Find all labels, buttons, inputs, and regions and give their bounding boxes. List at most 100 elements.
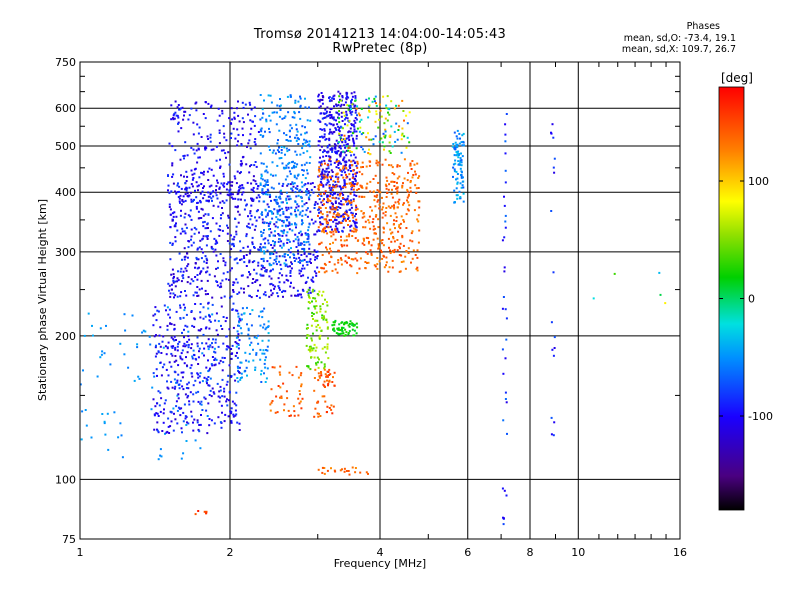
data-point [307, 190, 310, 193]
data-point [391, 249, 394, 252]
data-point [248, 337, 251, 340]
data-point [325, 138, 328, 140]
data-point [179, 194, 182, 197]
data-point [406, 196, 409, 199]
data-point [190, 183, 193, 186]
data-point [307, 226, 310, 229]
data-point [396, 177, 399, 180]
data-point [214, 242, 217, 245]
data-point [230, 375, 233, 378]
data-point [326, 215, 329, 218]
data-point [317, 169, 320, 171]
data-point [237, 210, 240, 213]
data-point [340, 332, 343, 335]
data-point [341, 96, 344, 99]
data-point [236, 206, 239, 209]
data-point [178, 340, 181, 343]
data-point [354, 161, 357, 164]
data-point [504, 181, 507, 184]
data-point [384, 130, 387, 133]
data-point [180, 371, 183, 374]
data-point [300, 196, 303, 199]
data-point [337, 167, 340, 169]
data-point [346, 95, 349, 98]
data-point [317, 468, 320, 471]
data-point [246, 245, 249, 248]
data-point [229, 269, 232, 272]
data-point [307, 240, 310, 243]
data-point [195, 207, 198, 210]
data-point [267, 332, 270, 335]
data-point [418, 229, 421, 232]
data-point [177, 373, 180, 376]
data-point [452, 166, 455, 169]
data-point [175, 405, 178, 408]
data-point [409, 162, 412, 165]
data-point [202, 187, 204, 189]
data-point [350, 183, 353, 186]
x-tick-label: 6 [464, 546, 471, 559]
data-point [344, 334, 347, 337]
data-point [233, 402, 236, 405]
data-point [229, 188, 232, 191]
data-point [303, 267, 306, 270]
data-point [234, 409, 237, 412]
data-point [254, 138, 257, 141]
data-point [211, 342, 213, 345]
data-point [297, 173, 300, 176]
data-point [198, 176, 201, 179]
data-point [200, 183, 203, 185]
data-point [365, 251, 367, 254]
data-point [391, 231, 394, 234]
y-tick-label: 200 [55, 330, 76, 343]
data-point [321, 168, 324, 171]
data-point [398, 125, 401, 128]
data-point [340, 235, 342, 238]
data-point [334, 202, 337, 204]
data-point [232, 413, 235, 416]
data-point [325, 155, 328, 157]
data-point [337, 259, 340, 261]
data-point [195, 391, 198, 394]
data-point [299, 95, 301, 98]
data-point [318, 242, 321, 245]
data-point [202, 333, 205, 336]
data-point [330, 123, 333, 126]
data-point [184, 110, 187, 113]
data-point [340, 243, 343, 246]
data-point [273, 111, 276, 114]
data-point [351, 124, 353, 127]
data-point [232, 290, 235, 293]
data-point [208, 345, 211, 348]
data-point [315, 272, 318, 275]
data-point [250, 108, 253, 111]
data-point [367, 132, 369, 135]
x-tick-label: 8 [527, 546, 534, 559]
data-point [460, 173, 463, 176]
data-point [301, 209, 304, 212]
data-point [260, 234, 263, 237]
data-point [177, 342, 180, 345]
data-point [251, 197, 254, 200]
data-point [269, 119, 272, 122]
data-point [318, 174, 321, 177]
data-point [322, 155, 325, 158]
data-point [182, 420, 185, 423]
data-point [289, 94, 292, 97]
colorbar-tick-label: 100 [748, 175, 769, 188]
data-point [315, 363, 318, 366]
data-point [207, 213, 210, 216]
data-point [156, 429, 159, 432]
data-point [319, 105, 322, 108]
data-point [236, 351, 238, 354]
data-point [396, 192, 399, 195]
data-point [298, 269, 301, 272]
data-point [213, 275, 216, 278]
data-point [323, 129, 326, 132]
data-point [462, 192, 465, 195]
data-point [388, 266, 391, 269]
data-point [352, 144, 355, 147]
data-point [254, 216, 256, 219]
data-point [277, 285, 280, 288]
data-point [313, 343, 316, 346]
